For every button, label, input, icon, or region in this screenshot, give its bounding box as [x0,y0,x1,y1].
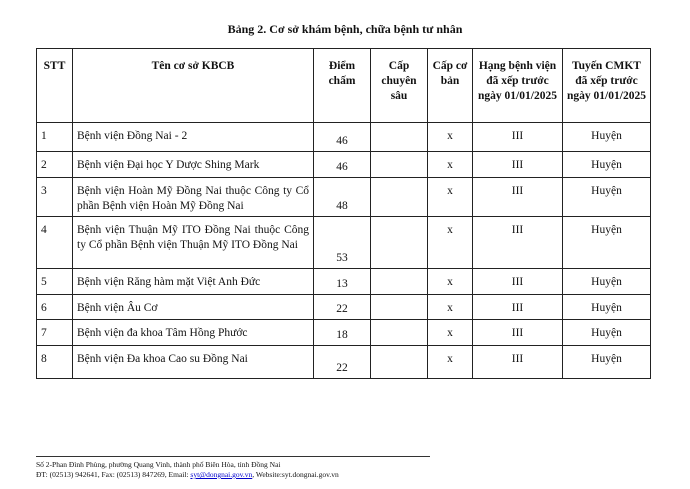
row-basic: x [427,268,473,295]
row-level: Huyện [562,294,651,320]
row-level: Huyện [562,177,651,217]
row-stt: 7 [36,319,73,346]
row-stt: 6 [36,294,73,320]
table-row: 5 Bệnh viện Răng hàm mặt Việt Anh Đức 13 x I… [36,268,651,295]
table-row: 3 Bệnh viện Hoàn Mỹ Đồng Nai thuộc Công t… [36,177,651,217]
table-header-row: STT Tên cơ sở KBCB Điểm chấm Cấp chuyên … [36,48,651,123]
row-advanced [370,268,428,295]
row-name: Bệnh viện Hoàn Mỹ Đồng Nai thuộc Công ty… [72,177,314,217]
table-row: 7 Bệnh viện đa khoa Tâm Hồng Phước 18 x III H… [36,319,651,346]
table-row: 6 Bệnh viện Âu Cơ 22 x III Huyện [36,294,651,320]
row-advanced [370,319,428,346]
footer-address: Số 2-Phan Đình Phùng, phường Quang Vinh,… [36,460,281,469]
header-advanced: Cấp chuyên sâu [370,48,428,123]
row-rank: III [472,319,563,346]
row-basic: x [427,345,473,379]
footer-divider [36,456,430,457]
row-rank: III [472,268,563,295]
row-advanced [370,151,428,178]
row-stt: 3 [36,177,73,217]
row-score: 18 [313,319,371,346]
row-name: Bệnh viện Đa khoa Cao su Đồng Nai [72,345,314,379]
row-advanced [370,345,428,379]
table-title: Bảng 2. Cơ sở khám bệnh, chữa bệnh tư nh… [227,22,463,36]
header-rank: Hạng bệnh viện đã xếp trước ngày 01/01/2… [472,48,563,123]
header-basic: Cấp cơ bản [427,48,473,123]
row-score: 48 [313,177,371,217]
footer-contact-text: ĐT: (02513) 942641, Fax: (02513) 847269,… [36,470,191,479]
table-row: 1 Bệnh viện Đồng Nai - 2 46 x III Huyện [36,122,651,152]
row-score: 22 [313,345,371,379]
footer-website: , Website:syt.dongnai.gov.vn [252,470,339,479]
row-basic: x [427,294,473,320]
row-level: Huyện [562,345,651,379]
row-rank: III [472,177,563,217]
row-basic: x [427,319,473,346]
footer-contact: ĐT: (02513) 942641, Fax: (02513) 847269,… [36,470,339,480]
table-row: 4 Bệnh viện Thuận Mỹ ITO Đồng Nai thuộc C… [36,216,651,269]
table-row: 8 Bệnh viện Đa khoa Cao su Đồng Nai 22 x III… [36,345,651,379]
row-score: 46 [313,151,371,178]
row-name: Bệnh viện Thuận Mỹ ITO Đồng Nai thuộc Cô… [72,216,314,269]
email-link[interactable]: syt@dongnai.gov.vn [190,470,253,479]
row-level: Huyện [562,268,651,295]
row-advanced [370,294,428,320]
header-score: Điểm chấm [313,48,371,123]
header-stt: STT [36,48,73,123]
row-rank: III [472,216,563,269]
header-name: Tên cơ sở KBCB [72,48,314,123]
header-level: Tuyến CMKT đã xếp trước ngày 01/01/2025 [562,48,651,123]
row-basic: x [427,151,473,178]
row-stt: 8 [36,345,73,379]
row-score: 13 [313,268,371,295]
footer: Số 2-Phan Đình Phùng, phường Quang Vinh,… [36,460,339,480]
row-rank: III [472,345,563,379]
row-stt: 5 [36,268,73,295]
hospital-table: STT Tên cơ sở KBCB Điểm chấm Cấp chuyên … [36,48,651,379]
row-rank: III [472,294,563,320]
row-basic: x [427,122,473,152]
row-stt: 2 [36,151,73,178]
row-level: Huyện [562,151,651,178]
row-advanced [370,177,428,217]
row-level: Huyện [562,122,651,152]
row-rank: III [472,151,563,178]
row-basic: x [427,216,473,269]
row-level: Huyện [562,216,651,269]
row-advanced [370,216,428,269]
row-score: 53 [313,216,371,269]
row-stt: 1 [36,122,73,152]
row-name: Bệnh viện đa khoa Tâm Hồng Phước [72,319,314,346]
row-stt: 4 [36,216,73,269]
row-advanced [370,122,428,152]
row-basic: x [427,177,473,217]
row-name: Bệnh viện Đại học Y Dược Shing Mark [72,151,314,178]
row-score: 22 [313,294,371,320]
row-name: Bệnh viện Âu Cơ [72,294,314,320]
row-score: 46 [313,122,371,152]
row-name: Bệnh viện Răng hàm mặt Việt Anh Đức [72,268,314,295]
row-level: Huyện [562,319,651,346]
row-name: Bệnh viện Đồng Nai - 2 [72,122,314,152]
table-row: 2 Bệnh viện Đại học Y Dược Shing Mark 46 x I… [36,151,651,178]
row-rank: III [472,122,563,152]
